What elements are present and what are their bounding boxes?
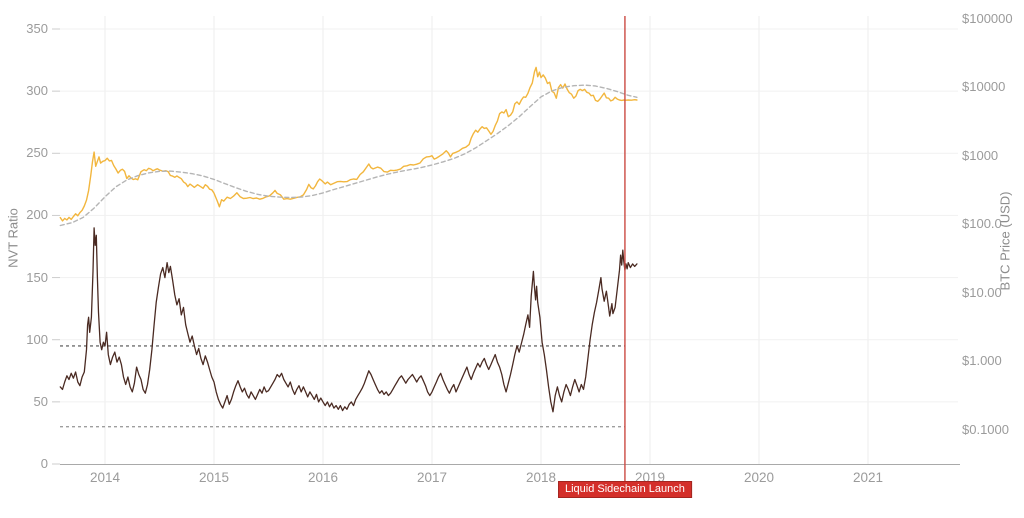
reference-lines bbox=[60, 345, 625, 428]
series-nvt-ratio bbox=[59, 227, 638, 413]
x-tick-label-2017: 2017 bbox=[416, 470, 448, 485]
series-btc-price-smoothed bbox=[59, 84, 638, 227]
right-tick-label-1: $1.000 bbox=[962, 353, 1002, 369]
vertical-gridlines bbox=[104, 16, 869, 464]
left-axis-title: NVT Ratio bbox=[5, 208, 21, 268]
left-tick-label-300: 300 bbox=[26, 83, 48, 99]
right-tick-label-1000: $1000 bbox=[962, 147, 999, 163]
left-tick-label-100: 100 bbox=[26, 331, 48, 347]
left-tick-label-150: 150 bbox=[26, 269, 48, 285]
right-tick-label-10: $10.00 bbox=[962, 284, 1002, 300]
x-tick-label-2021: 2021 bbox=[852, 470, 884, 485]
left-tick-label-0: 0 bbox=[40, 456, 48, 471]
right-tick-label-0.1: $0.1000 bbox=[962, 422, 1009, 437]
series-lines bbox=[59, 66, 638, 413]
x-tick-label-2020: 2020 bbox=[743, 470, 775, 485]
right-tick-label-100000: $100000 bbox=[962, 10, 1013, 26]
left-tick-label-50: 50 bbox=[33, 393, 48, 409]
left-tick-label-350: 350 bbox=[26, 21, 48, 36]
event-annotation-label: Liquid Sidechain Launch bbox=[557, 481, 692, 498]
right-tick-label-10000: $10000 bbox=[962, 79, 1006, 95]
left-tick-label-250: 250 bbox=[26, 145, 48, 161]
left-tick-label-200: 200 bbox=[26, 207, 48, 223]
right-axis-title: BTC Price (USD) bbox=[997, 191, 1013, 291]
x-tick-label-2015: 2015 bbox=[198, 470, 230, 485]
axis-lines bbox=[52, 28, 960, 465]
horizontal-gridlines bbox=[60, 28, 958, 403]
series-btc-price-usd- bbox=[59, 66, 638, 222]
right-tick-label-100: $100.0 bbox=[962, 216, 1002, 232]
x-tick-label-2018: 2018 bbox=[525, 470, 557, 485]
x-tick-label-2016: 2016 bbox=[307, 470, 339, 485]
x-tick-label-2014: 2014 bbox=[89, 470, 121, 485]
